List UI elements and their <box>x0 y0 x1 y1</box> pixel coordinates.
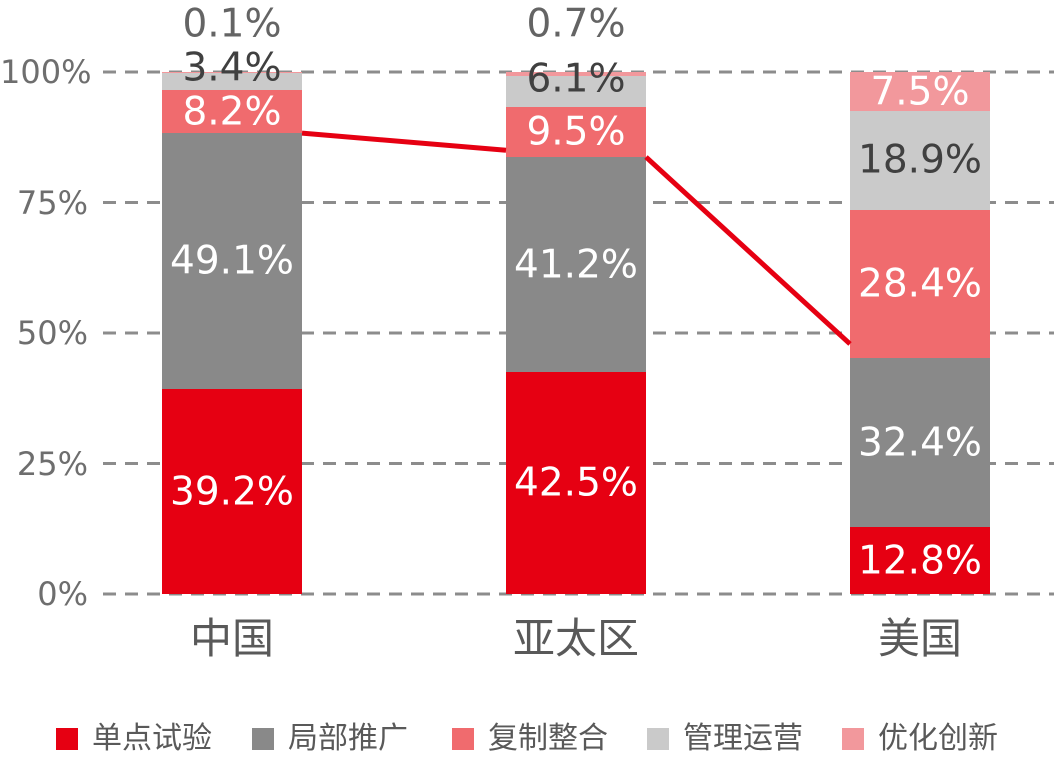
category-label-中国: 中国 <box>189 614 275 663</box>
bar-segment-中国-优化创新 <box>162 72 302 73</box>
bar-segment-亚太区-优化创新 <box>506 72 646 76</box>
legend-label-优化创新: 优化创新 <box>878 721 998 756</box>
bar-segment-中国-复制整合 <box>162 90 302 134</box>
bar-segment-亚太区-局部推广 <box>506 157 646 373</box>
segment-value-label-亚太区-管理运营: 6.1% <box>526 56 626 102</box>
category-label-美国: 美国 <box>877 614 963 663</box>
segment-value-label-中国-单点试验: 39.2% <box>170 469 294 515</box>
bar-segment-美国-单点试验 <box>850 527 990 594</box>
segment-value-label-美国-管理运营: 18.9% <box>858 137 982 183</box>
legend-swatch-复制整合 <box>452 728 474 750</box>
y-tick-label-25%: 25% <box>16 444 88 483</box>
legend-label-单点试验: 单点试验 <box>92 721 212 756</box>
bar-segment-美国-管理运营 <box>850 111 990 210</box>
bar-segment-亚太区-单点试验 <box>506 372 646 594</box>
legend-swatch-单点试验 <box>56 728 78 750</box>
segment-value-label-美国-单点试验: 12.8% <box>858 538 982 584</box>
legend-label-管理运营: 管理运营 <box>683 721 803 756</box>
bar-segment-中国-单点试验 <box>162 389 302 594</box>
bar-segment-美国-优化创新 <box>850 72 990 112</box>
bar-segment-美国-复制整合 <box>850 209 990 359</box>
segment-value-label-中国-管理运营: 3.4% <box>182 45 282 91</box>
segment-value-label-亚太区-局部推广: 41.2% <box>514 242 638 288</box>
segment-value-label-亚太区-单点试验: 42.5% <box>514 460 638 506</box>
trend-line-segment-0 <box>301 130 507 153</box>
legend-swatch-局部推广 <box>252 728 274 750</box>
bar-segment-亚太区-复制整合 <box>506 107 646 158</box>
legend-label-局部推广: 局部推广 <box>288 721 408 756</box>
y-tick-label-0%: 0% <box>37 575 88 613</box>
segment-value-label-美国-优化创新: 7.5% <box>870 69 970 115</box>
y-tick-label-50%: 50% <box>16 314 88 352</box>
segment-value-label-中国-局部推广: 49.1% <box>170 238 294 284</box>
trend-line-segment-1 <box>644 155 852 346</box>
y-tick-label-100%: 100% <box>0 53 92 91</box>
segment-value-label-美国-复制整合: 28.4% <box>858 261 982 307</box>
legend-swatch-优化创新 <box>842 728 864 750</box>
bar-segment-中国-局部推广 <box>162 133 302 390</box>
bar-segment-中国-管理运营 <box>162 72 302 91</box>
segment-value-label-美国-局部推广: 32.4% <box>858 420 982 466</box>
bar-segment-美国-局部推广 <box>850 358 990 528</box>
legend-label-复制整合: 复制整合 <box>488 721 608 756</box>
legend-swatch-管理运营 <box>647 728 669 750</box>
segment-value-label-中国-优化创新: 0.1% <box>182 1 282 47</box>
category-label-亚太区: 亚太区 <box>512 614 640 663</box>
segment-value-label-亚太区-复制整合: 9.5% <box>526 109 626 155</box>
segment-value-label-中国-复制整合: 8.2% <box>182 89 282 135</box>
bar-segment-亚太区-管理运营 <box>506 75 646 108</box>
y-tick-label-75%: 75% <box>16 183 88 222</box>
segment-value-label-亚太区-优化创新: 0.7% <box>526 1 626 47</box>
